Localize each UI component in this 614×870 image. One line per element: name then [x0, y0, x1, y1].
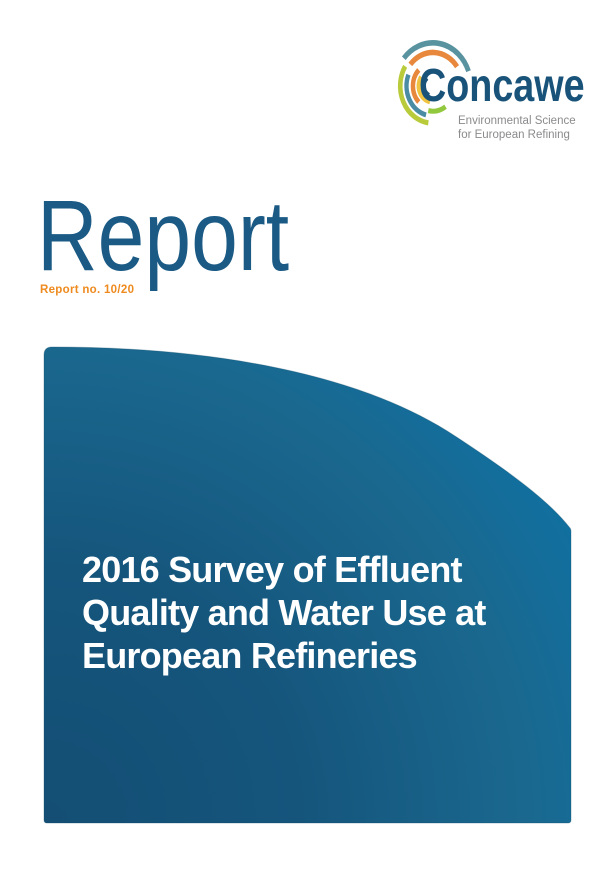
report-title-line3: European Refineries: [82, 635, 418, 676]
arc-yellow-icon: [416, 75, 431, 105]
report-title: 2016 Survey of Effluent Quality and Wate…: [82, 548, 486, 677]
concawe-logo-arcs-icon: [397, 40, 471, 126]
arc-orange-outer-icon: [408, 49, 460, 69]
report-title-line2: Quality and Water Use at: [82, 592, 486, 633]
arc-navy-icon: [422, 76, 431, 98]
logo-tagline-line2: for European Refining: [458, 129, 570, 141]
logo-tagline-line1: Environmental Science: [458, 115, 576, 127]
arc-teal-left-icon: [404, 73, 427, 118]
arc-green-bottom-icon: [427, 104, 447, 114]
arc-orange-left-icon: [410, 68, 421, 104]
report-heading: Report: [37, 180, 290, 292]
arc-lime-left-icon: [397, 64, 429, 126]
brand-name: Concawe: [419, 59, 585, 111]
report-number: Report no. 10/20: [40, 284, 135, 296]
logo-tagline: Environmental Science for European Refin…: [458, 114, 576, 142]
arc-teal-outer-icon: [401, 40, 471, 73]
cover-shape-path: [43, 346, 572, 824]
report-title-line1: 2016 Survey of Effluent: [82, 549, 463, 590]
